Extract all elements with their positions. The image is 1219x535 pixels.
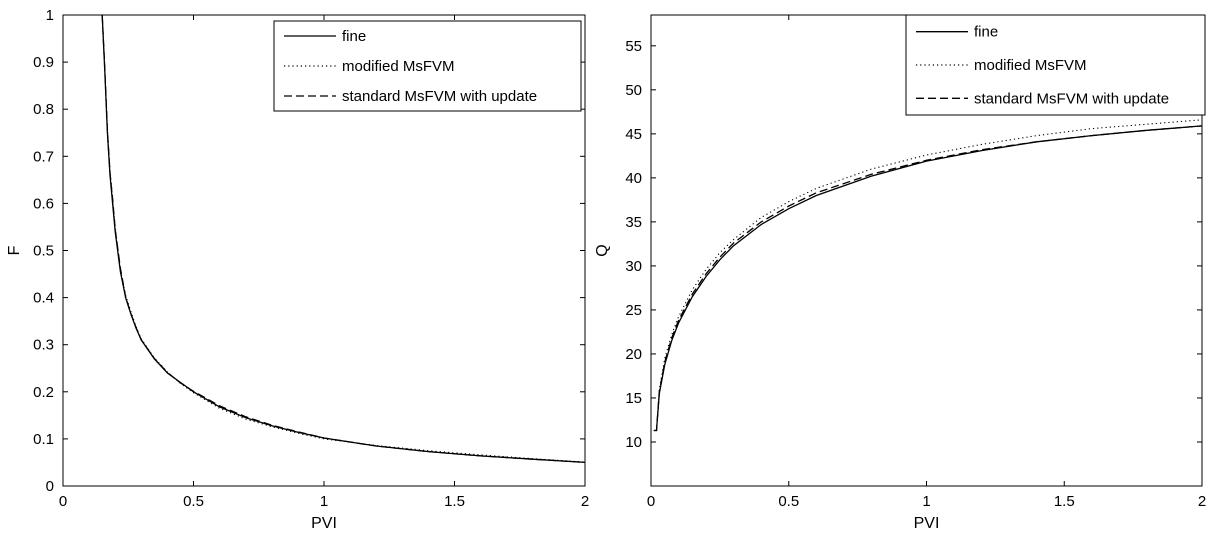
y-tick-label: 35 <box>625 214 642 231</box>
y-tick-label: 20 <box>625 346 642 363</box>
y-tick-label: 0.6 <box>33 195 54 212</box>
y-tick-label: 0.7 <box>33 148 54 165</box>
y-tick-label: 0.8 <box>33 101 54 118</box>
y-axis-label: F <box>6 245 23 255</box>
legend-label: fine <box>974 24 998 41</box>
y-tick-label: 0.4 <box>33 290 54 307</box>
y-tick-label: 0 <box>46 478 54 495</box>
y-tick-label: 0.9 <box>33 54 54 71</box>
y-tick-label: 40 <box>625 170 642 187</box>
series-line-dotted <box>101 15 585 463</box>
y-tick-label: 0.1 <box>33 431 54 448</box>
x-axis-label: PVI <box>311 515 337 532</box>
x-tick-label: 1 <box>922 493 930 510</box>
x-tick-label: 0 <box>647 493 655 510</box>
legend: fine modified MsFVM standard MsFVM with up… <box>273 20 582 112</box>
y-tick-label: 0.3 <box>33 337 54 354</box>
y-tick-label: 10 <box>625 434 642 451</box>
y-tick-label: 15 <box>625 390 642 407</box>
y-tick-label: 30 <box>625 258 642 275</box>
series-line-dotted <box>653 119 1202 432</box>
x-axis-label: PVI <box>914 515 940 532</box>
x-tick-label: 2 <box>581 493 589 510</box>
x-tick-label: 2 <box>1198 493 1206 510</box>
x-tick-label: 1 <box>320 493 328 510</box>
x-tick-label: 0.5 <box>778 493 799 510</box>
legend: fine modified MsFVM standard MsFVM with up… <box>905 14 1206 116</box>
chart-panel-1: 0 0.5 1 1.5 2 0 0.1 0.2 0.3 0.4 0.5 0.6 0.7 0.8 0.9 1 PV… <box>6 7 589 532</box>
y-tick-label: 50 <box>625 82 642 99</box>
y-tick-label: 25 <box>625 302 642 319</box>
x-tick-label: 1.5 <box>444 493 465 510</box>
series-line-dashed <box>653 125 1202 432</box>
x-tick-label: 1.5 <box>1054 493 1075 510</box>
legend-label: modified MsFVM <box>974 57 1087 74</box>
y-axis-label: Q <box>594 244 611 256</box>
legend-label: modified MsFVM <box>342 58 455 75</box>
x-tick-label: 0.5 <box>183 493 204 510</box>
y-tick-label: 1 <box>46 7 54 24</box>
legend-label: standard MsFVM with update <box>342 88 537 105</box>
y-tick-label: 0.5 <box>33 243 54 260</box>
series-line-dashed <box>101 15 585 464</box>
x-tick-label: 0 <box>59 493 67 510</box>
legend-label: fine <box>342 28 366 45</box>
y-tick-label: 0.2 <box>33 384 54 401</box>
series-line-solid <box>653 125 1202 432</box>
y-tick-label: 55 <box>625 38 642 55</box>
legend-label: standard MsFVM with update <box>974 90 1169 107</box>
y-tick-label: 45 <box>625 126 642 143</box>
